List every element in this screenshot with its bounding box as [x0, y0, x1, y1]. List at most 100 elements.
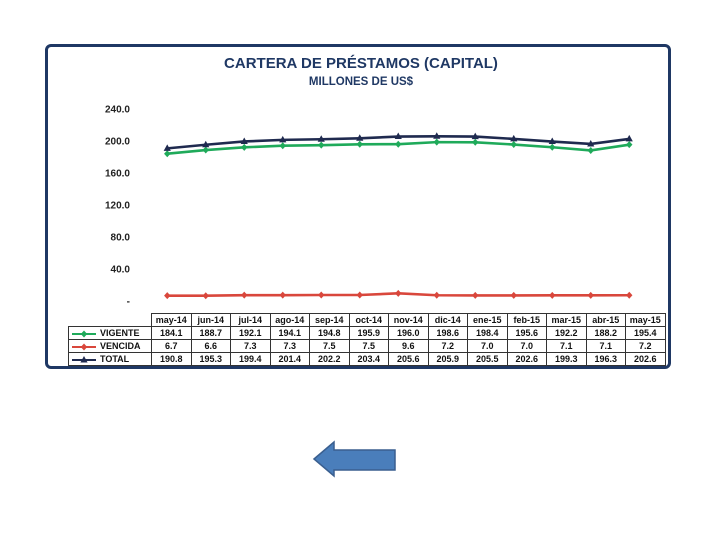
data-point-vigente [202, 146, 209, 154]
data-point-total [356, 134, 364, 141]
data-label: 7.5 [309, 339, 350, 353]
x-tick-label: abr-15 [585, 313, 626, 327]
legend-marker-vigente [72, 330, 96, 338]
data-label: 195.4 [625, 326, 666, 340]
legend-entry: VIGENTE [68, 326, 152, 340]
data-label: 198.4 [467, 326, 508, 340]
x-tick-label: jun-14 [190, 313, 231, 327]
data-point-vigente [356, 140, 363, 148]
data-point-vencida [395, 289, 402, 297]
data-point-vencida [472, 291, 479, 299]
data-label: 9.6 [388, 339, 429, 353]
y-tick-label: 200.0 [105, 137, 130, 148]
data-label: 195.9 [348, 326, 389, 340]
data-point-vencida [279, 291, 286, 299]
x-tick-label: jul-14 [230, 313, 271, 327]
data-label: 198.6 [427, 326, 468, 340]
table-corner [68, 313, 152, 327]
legend-entry: TOTAL [68, 352, 152, 366]
data-label: 184.1 [151, 326, 192, 340]
data-label: 7.1 [546, 339, 587, 353]
data-point-vencida [549, 291, 556, 299]
data-point-vigente [433, 138, 440, 146]
data-label: 192.2 [546, 326, 587, 340]
data-label: 190.8 [151, 352, 192, 366]
data-point-total [625, 134, 633, 142]
table-header-row: may-14 jun-14 jul-14 ago-14 sep-14 oct-14 nov-… [68, 313, 666, 327]
data-label: 203.4 [348, 352, 389, 366]
data-point-total [240, 137, 248, 144]
legend-label: VENCIDA [100, 341, 141, 351]
data-label: 196.3 [585, 352, 626, 366]
data-point-vencida [318, 291, 325, 299]
x-tick-label: may-15 [625, 313, 666, 327]
data-point-vigente [472, 138, 479, 146]
chart-frame: CARTERA DE PRÉSTAMOS (CAPITAL) MILLONES … [45, 44, 671, 369]
data-point-total [202, 140, 210, 148]
data-point-vigente [626, 141, 633, 149]
data-point-total [510, 134, 518, 142]
table-row: TOTAL 190.8 195.3 199.4 201.4 202.2 203.4 205.6… [68, 352, 666, 366]
data-point-total [548, 137, 556, 145]
data-point-total [317, 135, 325, 142]
x-tick-label: may-14 [151, 313, 192, 327]
data-point-vencida [433, 291, 440, 299]
x-tick-label: nov-14 [388, 313, 429, 327]
data-label: 202.6 [506, 352, 547, 366]
data-label: 205.9 [427, 352, 468, 366]
data-label: 194.8 [309, 326, 350, 340]
data-label: 205.6 [388, 352, 429, 366]
legend-marker-vencida [72, 343, 96, 351]
data-label: 7.3 [269, 339, 310, 353]
table-row: VIGENTE 184.1 188.7 192.1 194.1 194.8 195.9 196… [68, 326, 666, 340]
data-label: 196.0 [388, 326, 429, 340]
data-label: 7.0 [506, 339, 547, 353]
y-tick-label: 120.0 [105, 201, 130, 212]
data-label: 199.3 [546, 352, 587, 366]
data-point-vigente [164, 150, 171, 158]
data-label: 202.2 [309, 352, 350, 366]
data-point-vigente [510, 141, 517, 149]
data-point-vigente [587, 146, 594, 154]
data-point-total [587, 139, 595, 147]
data-point-vencida [510, 291, 517, 299]
data-label: 7.2 [625, 339, 666, 353]
chart-subtitle: MILLONES DE US$ [308, 76, 414, 88]
data-label: 192.1 [230, 326, 271, 340]
data-point-vencida [356, 291, 363, 299]
data-point-vencida [202, 292, 209, 300]
legend-marker-total [72, 355, 96, 363]
x-tick-label: sep-14 [309, 313, 350, 327]
data-label: 6.6 [190, 339, 231, 353]
x-tick-label: oct-14 [348, 313, 389, 327]
data-point-total [394, 132, 402, 140]
data-point-vigente [279, 142, 286, 150]
data-label: 188.2 [585, 326, 626, 340]
x-tick-label: dic-14 [427, 313, 468, 327]
data-point-total [279, 135, 287, 143]
x-tick-label: ene-15 [467, 313, 508, 327]
left-arrow-icon[interactable] [312, 439, 398, 479]
data-label: 6.7 [151, 339, 192, 353]
data-point-total [163, 144, 171, 151]
data-label: 7.5 [348, 339, 389, 353]
data-label: 194.1 [269, 326, 310, 340]
data-point-vencida [164, 292, 171, 300]
data-label: 7.3 [230, 339, 271, 353]
data-label: 201.4 [269, 352, 310, 366]
x-tick-label: ago-14 [269, 313, 310, 327]
y-tick-label: 40.0 [111, 265, 131, 276]
data-label: 188.7 [190, 326, 231, 340]
legend-label: TOTAL [100, 354, 130, 364]
data-point-vencida [626, 291, 633, 299]
data-label: 7.2 [427, 339, 468, 353]
data-label: 195.6 [506, 326, 547, 340]
legend-entry: VENCIDA [68, 339, 152, 353]
data-label: 205.5 [467, 352, 508, 366]
y-tick-label: - [127, 297, 130, 308]
data-label: 202.6 [625, 352, 666, 366]
data-point-vigente [241, 143, 248, 151]
x-tick-label: mar-15 [546, 313, 587, 327]
data-label: 199.4 [230, 352, 271, 366]
chart-title: CARTERA DE PRÉSTAMOS (CAPITAL) [224, 55, 498, 72]
